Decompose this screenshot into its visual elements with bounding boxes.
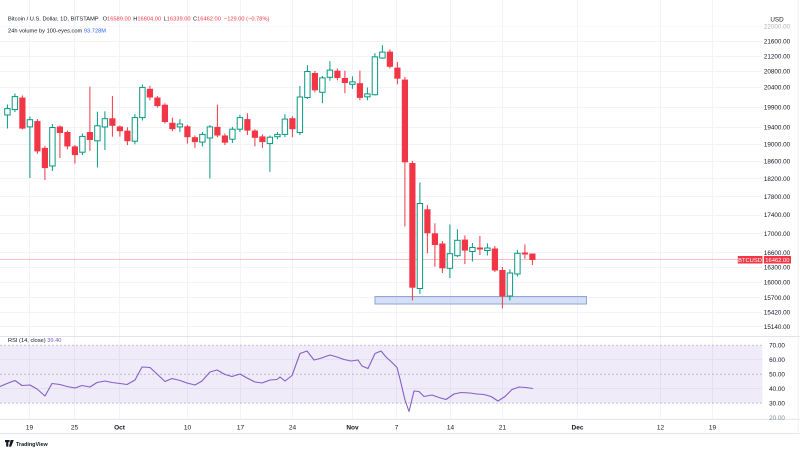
svg-text:TradingView: TradingView (16, 442, 48, 448)
svg-text:50.00: 50.00 (769, 371, 785, 378)
svg-text:30.00: 30.00 (769, 400, 785, 407)
svg-text:16300.00: 16300.00 (764, 265, 791, 272)
svg-text:70.00: 70.00 (769, 343, 785, 350)
svg-text:19: 19 (709, 425, 717, 432)
svg-text:19: 19 (26, 425, 34, 432)
svg-text:15700.00: 15700.00 (764, 295, 791, 302)
svg-text:19400.00: 19400.00 (764, 125, 791, 132)
svg-text:21: 21 (499, 425, 507, 432)
svg-text:BTCUSD: BTCUSD (738, 258, 762, 264)
svg-text:15140.00: 15140.00 (764, 324, 791, 331)
svg-text:17: 17 (237, 425, 245, 432)
svg-text:24: 24 (289, 425, 297, 432)
svg-text:21600.00: 21600.00 (764, 38, 791, 45)
svg-text:20400.00: 20400.00 (764, 84, 791, 91)
svg-text:17000.00: 17000.00 (764, 231, 791, 238)
svg-text:RSI (14, close) 39.40: RSI (14, close) 39.40 (8, 338, 61, 344)
svg-text:18600.00: 18600.00 (764, 159, 791, 166)
svg-text:20800.00: 20800.00 (764, 69, 791, 76)
svg-text:USD: USD (770, 17, 784, 24)
svg-text:22000.00: 22000.00 (764, 24, 791, 31)
svg-text:60.00: 60.00 (769, 357, 785, 364)
svg-text:20.00: 20.00 (769, 415, 785, 422)
svg-text:15420.00: 15420.00 (764, 309, 791, 316)
svg-text:17800.00: 17800.00 (764, 194, 791, 201)
svg-text:7: 7 (395, 425, 399, 432)
svg-text:Bitcoin / U.S. Dollar, 1D, BIT: Bitcoin / U.S. Dollar, 1D, BITSTAMP O1658… (8, 17, 270, 23)
svg-text:21200.00: 21200.00 (764, 53, 791, 60)
svg-text:Nov: Nov (346, 425, 359, 432)
svg-text:25: 25 (71, 425, 79, 432)
svg-text:40.00: 40.00 (769, 386, 785, 393)
svg-text:16462.00: 16462.00 (765, 258, 789, 264)
svg-text:Dec: Dec (572, 425, 584, 432)
svg-text:14: 14 (447, 425, 455, 432)
svg-text:17400.00: 17400.00 (764, 212, 791, 219)
svg-text:16000.00: 16000.00 (764, 280, 791, 287)
svg-text:19900.00: 19900.00 (764, 104, 791, 111)
svg-text:18200.00: 18200.00 (764, 176, 791, 183)
svg-text:Oct: Oct (114, 425, 126, 432)
svg-text:19000.00: 19000.00 (764, 142, 791, 149)
svg-text:10: 10 (184, 425, 192, 432)
svg-text:16600.00: 16600.00 (764, 250, 791, 257)
svg-text:12: 12 (657, 425, 665, 432)
svg-text:24h volume by 100-eyes.com 93.: 24h volume by 100-eyes.com 93.728M (8, 29, 106, 35)
